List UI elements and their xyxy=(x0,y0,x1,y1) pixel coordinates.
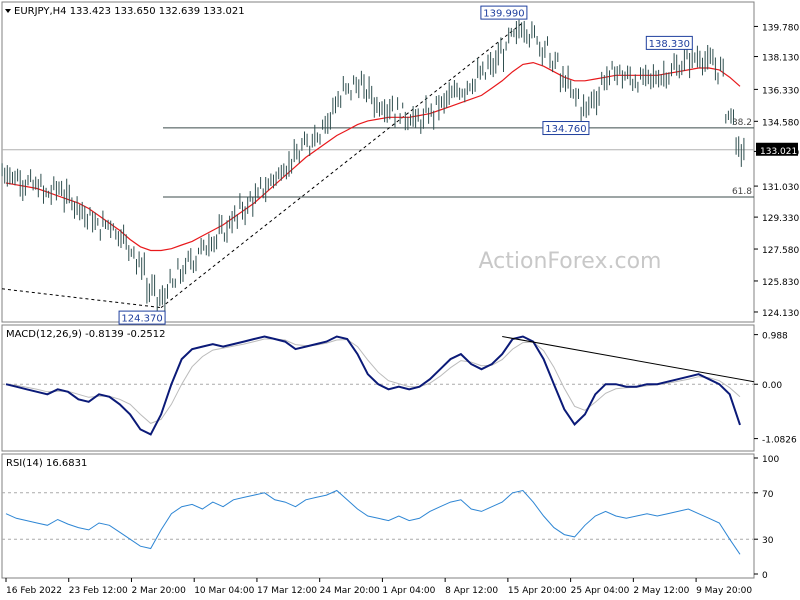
rsi-panel-title: RSI(14) 16.6831 xyxy=(6,458,87,469)
rsi-line xyxy=(5,489,741,555)
rsi-panel-frame xyxy=(1,453,755,579)
fib-level-label: 61.8 xyxy=(732,187,752,197)
rsi-axis-label: 70 xyxy=(762,490,774,500)
macd-axis-label: -1.0826 xyxy=(762,436,797,446)
time-axis-label: 15 Apr 20:00 xyxy=(508,586,567,596)
price-panel-title: EURJPY,H4 133.423 133.650 132.639 133.02… xyxy=(14,6,245,17)
time-axis-label: 9 May 20:00 xyxy=(696,586,752,596)
price-axis-label: 129.330 xyxy=(762,214,799,224)
price-annotations: 124.370 139.990 134.760 138.330 xyxy=(118,5,693,325)
price-axis-label: 138.130 xyxy=(762,54,799,64)
time-axis-label: 16 Feb 2022 xyxy=(6,586,62,596)
swing-label: 138.330 xyxy=(649,39,690,50)
price-axis-label: 124.130 xyxy=(762,309,799,319)
macd-axis-label: 0.00 xyxy=(762,381,782,391)
time-axis-label: 2 May 12:00 xyxy=(633,586,689,596)
swing-label: 124.370 xyxy=(121,314,162,325)
price-axis-label: 136.330 xyxy=(762,86,799,96)
time-axis-label: 24 Mar 20:00 xyxy=(320,586,380,596)
macd-trend-line xyxy=(502,336,755,383)
swing-label-box xyxy=(480,5,528,20)
macd-layer: 0.988 0.00 -1.0826 xyxy=(2,332,797,446)
time-axis-label: 8 Apr 12:00 xyxy=(445,586,498,596)
rsi-layer: 100 70 30 0 xyxy=(2,455,779,581)
rsi-axis-label: 0 xyxy=(762,571,768,581)
swing-label-box xyxy=(542,121,590,136)
time-axis-label: 17 Mar 12:00 xyxy=(257,586,317,596)
dropdown-triangle-icon[interactable] xyxy=(5,9,11,13)
swing-label: 134.760 xyxy=(545,124,586,135)
swing-label-box xyxy=(118,310,166,325)
macd-axis-label: 0.988 xyxy=(762,332,788,342)
swing-label-box xyxy=(645,35,693,50)
last-price-label: 133.021 xyxy=(760,147,797,157)
time-axis-label: 23 Feb 12:00 xyxy=(69,586,128,596)
price-axis-label: 131.030 xyxy=(762,183,799,193)
time-axis-label: 1 Apr 04:00 xyxy=(382,586,435,596)
time-axis-label: 2 Mar 20:00 xyxy=(131,586,186,596)
trend-line xyxy=(160,22,524,308)
price-bars xyxy=(1,19,745,314)
macd-panel-title: MACD(12,26,9) -0.8139 -0.2512 xyxy=(6,329,166,340)
price-axis-label: 139.780 xyxy=(762,23,799,33)
price-axis: 139.780138.130136.330134.580132.930131.0… xyxy=(754,23,799,319)
price-panel-frame xyxy=(1,1,755,323)
time-axis-label: 25 Apr 04:00 xyxy=(571,586,630,596)
trend-line xyxy=(1,288,162,309)
rsi-axis-label: 100 xyxy=(762,455,779,465)
time-axis: 16 Feb 2022 23 Feb 12:00 2 Mar 20:00 10 Mar… xyxy=(5,578,752,596)
macd-signal-line xyxy=(5,338,741,424)
fib-level-label: 38.2 xyxy=(732,118,752,128)
macd-panel-frame xyxy=(1,324,755,452)
price-title: EURJPY,H4 133.423 133.650 132.639 133.02… xyxy=(5,6,245,17)
macd-line xyxy=(5,335,741,436)
price-axis-label: 127.580 xyxy=(762,246,799,256)
swing-label: 139.990 xyxy=(483,9,524,20)
watermark: ActionForex.com xyxy=(479,249,662,274)
last-price-box xyxy=(756,142,798,156)
time-axis-label: 10 Mar 04:00 xyxy=(194,586,254,596)
price-axis-label: 125.830 xyxy=(762,278,799,288)
rsi-axis-label: 30 xyxy=(762,536,774,546)
price-axis-label: 134.580 xyxy=(762,118,799,128)
